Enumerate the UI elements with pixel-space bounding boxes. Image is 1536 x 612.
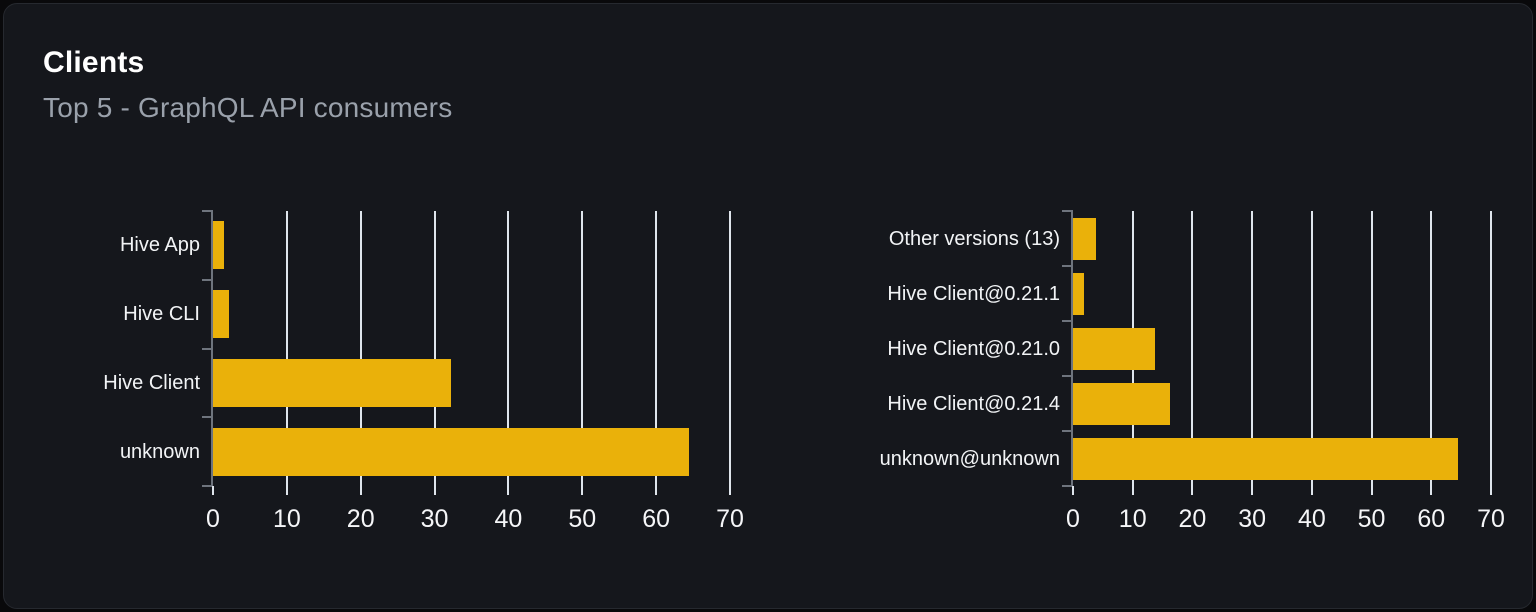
bar-hive-client-0-21-4[interactable] (1073, 382, 1171, 425)
category-label-hive-client: Hive Client (103, 371, 200, 394)
gridline (581, 211, 584, 486)
bar-hive-cli[interactable] (213, 290, 230, 339)
x-tick-label: 10 (1118, 505, 1147, 533)
x-axis-tick (507, 486, 510, 495)
y-axis-tick (202, 347, 213, 350)
bar-hive-client-0-21-0[interactable] (1073, 327, 1155, 370)
y-axis-tick (1062, 375, 1073, 377)
category-label-other-versions-13: Other versions (13) (888, 227, 1060, 250)
card-header: Clients Top 5 - GraphQL API consumers (43, 46, 452, 124)
x-axis-tick (433, 486, 436, 495)
category-label-unknown-unknown: unknown@unknown (879, 447, 1060, 470)
gridline (729, 211, 731, 486)
gridline (1251, 211, 1254, 486)
gridline (1191, 211, 1194, 486)
page-subtitle: Top 5 - GraphQL API consumers (43, 92, 453, 123)
category-label-unknown: unknown (119, 440, 200, 463)
gridline (1430, 211, 1433, 486)
page-title: Clients (43, 46, 145, 79)
gridline (285, 211, 288, 486)
y-axis-tick (202, 210, 213, 212)
x-axis-tick (1072, 486, 1074, 495)
y-axis-tick (202, 278, 213, 281)
x-axis-tick (285, 486, 288, 495)
gridline (655, 211, 658, 486)
x-tick-label: 40 (1297, 505, 1326, 533)
x-tick-label: 50 (1357, 505, 1386, 533)
bar-unknown[interactable] (213, 427, 690, 476)
gridline (1310, 211, 1313, 486)
x-tick-label: 60 (642, 505, 671, 533)
bar-hive-client[interactable] (213, 358, 451, 407)
x-axis-tick (655, 486, 658, 495)
x-tick-label: 20 (346, 505, 375, 533)
x-axis-tick (212, 486, 214, 495)
gridline (1370, 211, 1373, 486)
bar-hive-client-0-21-1[interactable] (1073, 272, 1084, 315)
x-axis-tick (359, 486, 362, 495)
gridline (433, 211, 436, 486)
category-label-hive-client-0-21-4: Hive Client@0.21.4 (887, 392, 1060, 415)
x-axis-tick (1131, 486, 1134, 495)
x-axis-tick (1430, 486, 1433, 495)
bar-hive-app[interactable] (213, 221, 225, 270)
x-tick-label: 0 (1066, 505, 1080, 533)
clients-card (3, 3, 1533, 609)
x-axis-tick (581, 486, 584, 495)
x-axis-tick (1490, 486, 1492, 495)
x-tick-label: 60 (1417, 505, 1446, 533)
gridline (507, 211, 510, 486)
bar-unknown-unknown[interactable] (1073, 437, 1459, 480)
y-axis-tick (202, 416, 213, 419)
y-axis-tick (1062, 430, 1073, 432)
bar-other-versions-13[interactable] (1073, 217, 1097, 260)
gridline (359, 211, 362, 486)
x-tick-label: 20 (1178, 505, 1207, 533)
y-axis-tick (1062, 320, 1073, 322)
x-axis-tick (1191, 486, 1194, 495)
x-tick-label: 30 (420, 505, 449, 533)
category-label-hive-app: Hive App (119, 234, 200, 257)
x-tick-label: 10 (272, 505, 301, 533)
gridline (1490, 211, 1492, 486)
x-tick-label: 70 (716, 505, 744, 533)
x-axis-tick (1251, 486, 1254, 495)
x-axis-tick (1310, 486, 1313, 495)
y-axis-tick (1062, 485, 1073, 487)
y-axis-tick (202, 485, 213, 487)
category-label-hive-client-0-21-1: Hive Client@0.21.1 (887, 282, 1060, 305)
x-axis-tick (729, 486, 731, 495)
x-axis-tick (1370, 486, 1373, 495)
x-tick-label: 0 (206, 505, 220, 533)
x-tick-label: 30 (1238, 505, 1267, 533)
category-label-hive-cli: Hive CLI (123, 303, 200, 326)
category-label-hive-client-0-21-0: Hive Client@0.21.0 (887, 337, 1060, 360)
y-axis-tick (1062, 265, 1073, 267)
x-tick-label: 70 (1477, 505, 1505, 533)
y-axis-tick (1062, 210, 1073, 212)
x-tick-label: 40 (494, 505, 523, 533)
y-axis-line (1071, 211, 1073, 486)
x-tick-label: 50 (568, 505, 597, 533)
